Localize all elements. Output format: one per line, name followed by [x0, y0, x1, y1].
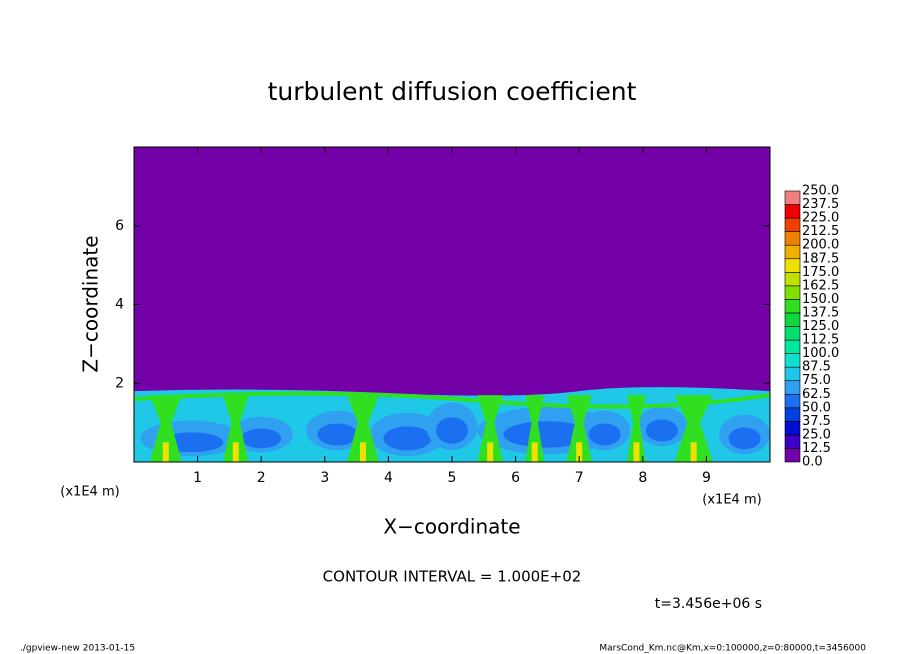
colorbar-label: 87.5	[802, 360, 831, 375]
time-label: t=3.456e+06 s	[655, 596, 762, 612]
field-region	[241, 428, 282, 449]
field-region	[149, 395, 182, 462]
x-tick-label: 9	[702, 470, 711, 486]
field-region	[232, 442, 239, 462]
field-region	[633, 442, 640, 462]
field-region	[588, 423, 621, 446]
colorbar-label: 112.5	[802, 333, 839, 348]
field-region	[134, 391, 770, 409]
colorbar-label: 150.0	[802, 292, 839, 307]
colorbar-box	[784, 380, 801, 395]
y-tick-label: 2	[115, 375, 124, 391]
colorbar-label: 250.0	[802, 184, 839, 199]
colorbar-label: 175.0	[802, 265, 839, 280]
y-tick-label: 6	[115, 218, 124, 234]
colorbar-box	[784, 271, 801, 287]
colorbar-box	[784, 190, 801, 205]
colorbar-box	[784, 312, 801, 327]
colorbar-label: 12.5	[802, 441, 831, 456]
field-region	[576, 442, 583, 462]
field-region	[626, 395, 646, 462]
field-region	[317, 423, 358, 446]
colorbar-box	[784, 231, 801, 246]
field-region	[162, 442, 169, 462]
contour-interval: CONTOUR INTERVAL = 1.000E+02	[323, 568, 582, 586]
x-axis-label: X−coordinate	[383, 515, 520, 539]
colorbar-box	[784, 339, 801, 354]
colorbar-label: 162.5	[802, 278, 839, 293]
x-tick-label: 8	[638, 470, 647, 486]
x-tick-label: 7	[575, 470, 584, 486]
colorbar-label: 37.5	[802, 414, 831, 429]
colorbar-label: 125.0	[802, 319, 839, 334]
y-unit: (x1E4 m)	[60, 485, 119, 500]
x-tick-label: 4	[384, 470, 393, 486]
field-region	[436, 417, 468, 444]
colorbar-box	[784, 407, 801, 422]
colorbar-label: 187.5	[802, 251, 839, 266]
colorbar-box	[784, 353, 801, 368]
y-tick-label: 4	[115, 297, 124, 313]
x-unit: (x1E4 m)	[702, 493, 761, 508]
colorbar-label: 25.0	[802, 427, 831, 442]
colorbar-box	[784, 204, 801, 219]
field-region	[383, 426, 432, 451]
colorbar-label: 100.0	[802, 346, 839, 361]
colorbar-box	[784, 244, 801, 260]
colorbar-box	[784, 434, 801, 449]
field-region	[347, 395, 379, 462]
colorbar-box	[784, 217, 801, 232]
colorbar-label: 75.0	[802, 373, 831, 388]
field-region	[690, 442, 697, 462]
x-tick-label: 3	[320, 470, 329, 486]
field-region	[645, 419, 678, 442]
field-region	[477, 395, 503, 462]
colorbar-label: 212.5	[802, 224, 839, 239]
footer-right: MarsCond_Km.nc@Km,x=0:100000,z=0:80000,t…	[599, 644, 866, 654]
colorbar-box	[784, 258, 801, 273]
field-region	[525, 395, 545, 462]
colorbar-box	[784, 393, 801, 409]
field-region	[487, 442, 494, 462]
footer-left: ./gpview-new 2013-01-15	[20, 644, 135, 654]
colorbar-box	[784, 366, 801, 381]
field-region	[566, 395, 592, 462]
field-region	[674, 395, 713, 462]
colorbar-label: 237.5	[802, 197, 839, 212]
field	[134, 147, 770, 462]
colorbar-label: 50.0	[802, 400, 831, 415]
colorbar-label: 200.0	[802, 238, 839, 253]
x-tick-label: 6	[511, 470, 520, 486]
colorbar-label: 62.5	[802, 387, 831, 402]
colorbar-box	[784, 421, 801, 436]
field-region	[223, 395, 249, 462]
colorbar-box	[784, 299, 801, 314]
field-region	[728, 427, 761, 450]
colorbar-label: 225.0	[802, 211, 839, 226]
x-tick-label: 5	[448, 470, 457, 486]
colorbar-label: 137.5	[802, 305, 839, 320]
field-region	[531, 442, 538, 462]
colorbar-box	[784, 448, 801, 463]
colorbar-label: 0.0	[802, 455, 823, 470]
chart-title: turbulent diffusion coefficient	[268, 77, 637, 106]
field-region	[359, 442, 366, 462]
x-tick-label: 1	[193, 470, 202, 486]
colorbar-box	[784, 326, 801, 341]
field-region	[503, 421, 592, 448]
x-tick-label: 2	[257, 470, 266, 486]
y-axis-label: Z−coordinate	[79, 235, 103, 372]
colorbar-box	[784, 285, 801, 300]
